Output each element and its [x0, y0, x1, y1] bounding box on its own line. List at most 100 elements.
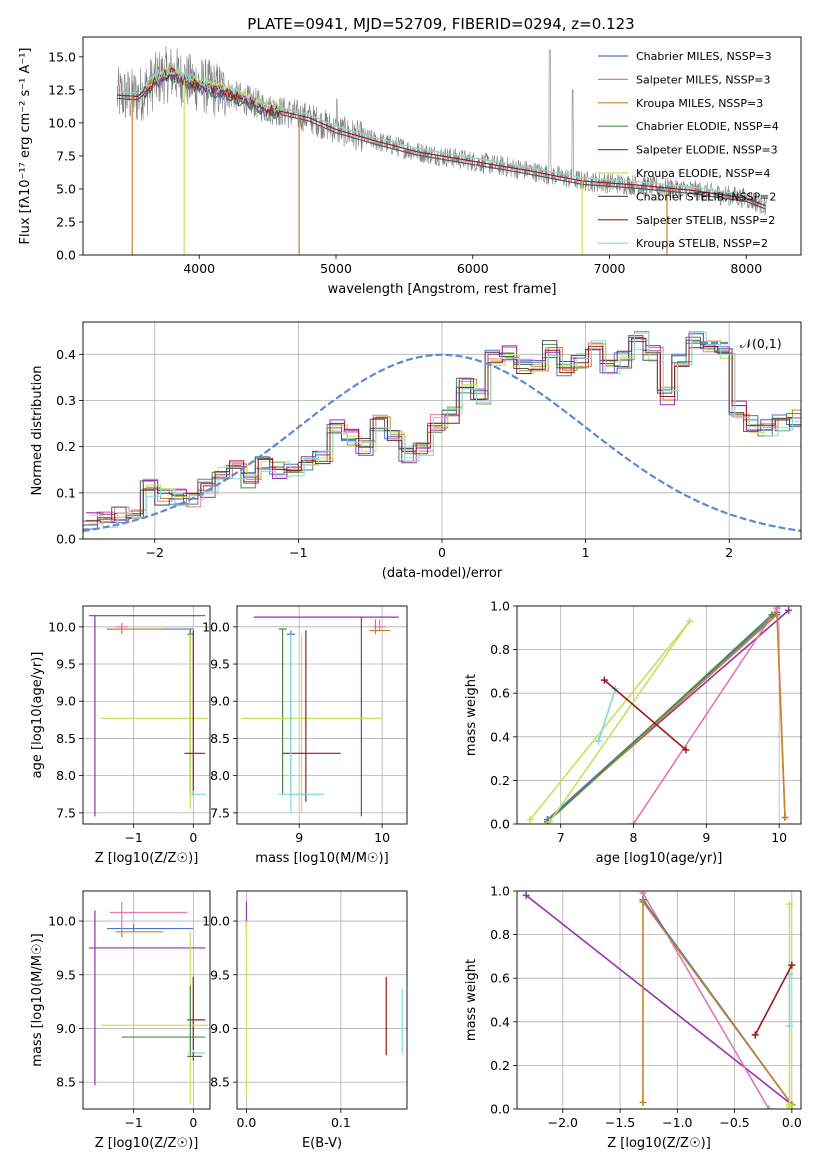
weight-marker-6-0	[595, 737, 603, 745]
x-tick-label-4: 2	[725, 545, 733, 560]
histogram-7	[85, 337, 801, 523]
legend-label-2: Kroupa MILES, NSSP=3	[636, 97, 763, 110]
y-tick-label-3: 0.3	[56, 393, 76, 408]
errorbar-5	[100, 634, 209, 810]
x-tick-label-0: 0.0	[236, 1115, 256, 1130]
mass-vs-z-xlabel: Z [log10(Z/Z☉)]	[95, 1136, 199, 1151]
residuals-frame	[82, 321, 802, 540]
y-tick-label-0: 7.5	[56, 805, 76, 820]
age-vs-z-ylabel: age [log10(age/yr)]	[30, 652, 45, 779]
y-tick-label-6: 15.0	[48, 49, 76, 64]
x-tick-label-1: 10	[374, 830, 390, 845]
y-tick-label-2: 0.2	[56, 439, 76, 454]
age-vs-mass-marks	[241, 616, 399, 817]
y-tick-label-3: 7.5	[56, 148, 76, 163]
spectrum-panel: 4000 5000 6000 7000 8000 0.0 2.5 5.0 7.5 10.0 12.5…	[18, 36, 802, 297]
errorbar-8	[187, 1052, 203, 1061]
weight-marker-0-1	[785, 606, 793, 614]
age-vs-z-frame	[82, 605, 211, 825]
weight-marker-4-2	[786, 1103, 794, 1109]
errorbar-2	[106, 924, 194, 932]
weight-line-5	[529, 620, 691, 823]
model-line-6	[117, 72, 766, 210]
figure-title: PLATE=0941, MJD=52709, FIBERID=0294, z=0…	[247, 15, 634, 33]
spectrum-xlabel: wavelength [Angstrom, rest frame]	[328, 282, 557, 297]
histogram-2	[88, 331, 801, 519]
y-tick-label-3: 0.6	[490, 686, 510, 701]
y-tick-label-1: 0.2	[490, 773, 510, 788]
errorbar-6	[184, 630, 206, 795]
age-vs-mass-panel: 9 10 7.5 8.0 8.5 9.0 9.5 10.0 mass [log10(M/M☉)]	[202, 605, 408, 866]
errorbar-1	[106, 628, 194, 795]
errorbar-7	[278, 634, 325, 813]
y-tick-label-4: 10.0	[48, 115, 76, 130]
weight-marker-5-2	[546, 818, 554, 824]
y-tick-label-2: 5.0	[56, 181, 76, 196]
y-tick-label-1: 2.5	[56, 214, 76, 229]
y-tick-label-0: 0.0	[490, 1102, 510, 1117]
mass-vs-z-ylabel: mass [log10(M/M☉)]	[30, 933, 45, 1066]
weight-marker-4-0	[786, 900, 794, 908]
y-tick-label-1: 8.0	[210, 768, 230, 783]
legend-label-0: Chabrier MILES, NSSP=3	[636, 50, 772, 63]
legend-label-6: Chabrier STELIB, NSSP=2	[636, 190, 776, 203]
mass-vs-ebv-frame	[236, 890, 408, 1110]
weight-line-4	[547, 614, 773, 823]
residuals-xlabel: (data-model)/error	[382, 566, 503, 581]
y-tick-label-4: 9.5	[56, 657, 76, 672]
y-tick-label-2: 9.5	[56, 967, 76, 982]
legend-label-7: Salpeter STELIB, NSSP=2	[636, 214, 775, 227]
weight-line-0	[525, 894, 793, 1106]
spectrum-frame	[82, 36, 802, 256]
y-tick-label-1: 0.1	[56, 485, 76, 500]
model-line-8	[117, 66, 766, 203]
weight-marker-6-1	[788, 961, 796, 969]
y-tick-label-2: 8.5	[56, 731, 76, 746]
y-tick-label-3: 9.0	[210, 694, 230, 709]
x-tick-label-0: −1	[124, 1115, 142, 1130]
errorbar-1	[109, 901, 188, 927]
errorbar-0	[88, 615, 206, 817]
histogram-5	[88, 341, 801, 528]
x-tick-label-1: 0	[189, 830, 197, 845]
weight-line-6	[754, 964, 793, 1036]
weight-marker-1-1	[765, 1105, 773, 1109]
legend-label-normal: 𝒩(0,1)	[740, 336, 782, 351]
x-tick-label-0: −2	[146, 545, 164, 560]
y-tick-label-5: 1.0	[490, 599, 510, 614]
spectrum-legend: Chabrier MILES, NSSP=3 Salpeter MILES, NS…	[598, 50, 779, 250]
y-tick-label-5: 12.5	[48, 82, 76, 97]
y-tick-label-1: 0.2	[490, 1058, 510, 1073]
x-tick-label-0: 9	[295, 830, 303, 845]
age-vs-z-xlabel: Z [log10(Z/Z☉)]	[95, 851, 199, 866]
legend-label-1: Salpeter MILES, NSSP=3	[636, 73, 770, 86]
weight-line-3	[547, 612, 786, 823]
x-tick-label-1: 5000	[320, 261, 352, 276]
x-tick-label-0: 4000	[183, 261, 215, 276]
weight-marker-3-2	[639, 898, 647, 906]
errorbar-3	[278, 628, 287, 795]
weight-marker-7-0	[600, 676, 608, 684]
legend-label-8: Kroupa STELIB, NSSP=2	[636, 237, 768, 250]
y-tick-label-2: 8.5	[210, 731, 230, 746]
errorbar-2	[373, 619, 387, 631]
x-tick-label-2: −1.0	[662, 1115, 692, 1130]
weight-line-3	[642, 899, 793, 1106]
weight-vs-age-ylabel: mass weight	[464, 674, 479, 756]
y-tick-label-1: 8.0	[56, 768, 76, 783]
spectrum-marks	[116, 45, 767, 255]
plots: 4000 5000 6000 7000 80000.02.55.07.510.012.5…	[18, 36, 802, 1152]
x-tick-label-3: 7000	[594, 261, 626, 276]
x-tick-label-0: 7	[557, 830, 565, 845]
weight-vs-z-panel: −2.0 −1.5 −1.0 −0.5 0.0 0.0 0.2 0.4 0.6 0.8 1.0 Z […	[464, 884, 802, 1152]
x-tick-label-3: 10	[771, 830, 787, 845]
weight-marker-5-1	[786, 1022, 794, 1030]
errorbar-6	[282, 630, 341, 802]
weight-marker-7-1	[682, 746, 690, 754]
weight-vs-z-xlabel: Z [log10(Z/Z☉)]	[607, 1136, 711, 1151]
histogram-1	[85, 331, 801, 522]
observed-spectrum	[116, 45, 767, 216]
weight-marker-3-2	[781, 813, 789, 821]
histogram-8	[88, 331, 801, 525]
